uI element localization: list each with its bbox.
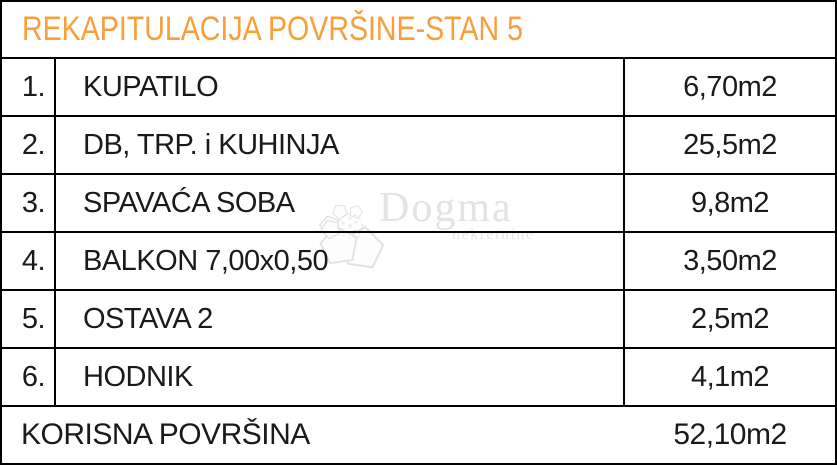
room-name: HODNIK <box>56 349 625 405</box>
room-name: KUPATILO <box>56 59 625 115</box>
room-area: 25,5m2 <box>683 128 777 161</box>
page-title: REKAPITULACIJA POVRŠINE-STAN 5 <box>22 10 523 48</box>
table-row-5: 5. OSTAVA 2 2,5m2 <box>2 291 835 349</box>
room-area: 9,8m2 <box>690 186 770 219</box>
table-row-1: 1. KUPATILO 6,70m2 <box>2 59 835 117</box>
row-number: 1. <box>2 59 56 115</box>
room-name: OSTAVA 2 <box>56 291 625 347</box>
totals-label: KORISNA POVRŠINA <box>21 418 310 451</box>
table-title-row: REKAPITULACIJA POVRŠINE-STAN 5 <box>2 2 835 59</box>
totals-row: KORISNA POVRŠINA 52,10m2 <box>2 407 835 463</box>
table-row-3: 3. SPAVAĆA SOBA 9,8m2 <box>2 175 835 233</box>
row-number: 6. <box>2 349 56 405</box>
room-area: 6,70m2 <box>683 70 777 103</box>
totals-value: 52,10m2 <box>673 418 787 451</box>
row-number: 2. <box>2 117 56 173</box>
row-number: 4. <box>2 233 56 289</box>
room-name: SPAVAĆA SOBA <box>56 175 625 231</box>
table-row-6: 6. HODNIK 4,1m2 <box>2 349 835 407</box>
room-area: 2,5m2 <box>690 302 770 335</box>
table-row-4: 4. BALKON 7,00x0,50 3,50m2 <box>2 233 835 291</box>
room-name: DB, TRP. i KUHINJA <box>56 117 625 173</box>
table-row-2: 2. DB, TRP. i KUHINJA 25,5m2 <box>2 117 835 175</box>
room-name: BALKON 7,00x0,50 <box>56 233 625 289</box>
row-number: 5. <box>2 291 56 347</box>
room-area: 4,1m2 <box>690 360 770 393</box>
room-area: 3,50m2 <box>683 244 777 277</box>
row-number: 3. <box>2 175 56 231</box>
